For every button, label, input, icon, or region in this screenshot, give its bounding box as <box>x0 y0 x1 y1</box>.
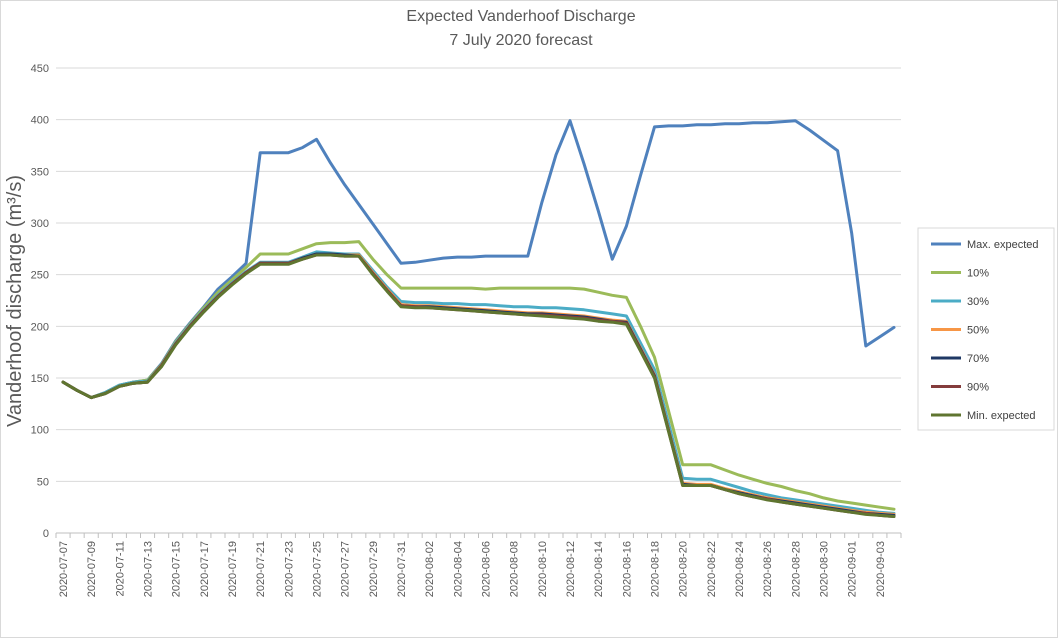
legend-label-5: 90% <box>967 382 989 394</box>
legend-label-0: Max. expected <box>967 239 1039 251</box>
legend-label-1: 10% <box>967 268 989 280</box>
x-tick-label: 2020-08-22 <box>706 541 718 597</box>
x-tick-label: 2020-07-07 <box>58 541 70 597</box>
x-tick-label: 2020-09-03 <box>875 541 887 597</box>
x-tick-label: 2020-07-17 <box>199 541 211 597</box>
x-tick-label: 2020-07-15 <box>171 541 183 597</box>
series-lines <box>61 119 896 518</box>
x-tick-label: 2020-07-13 <box>143 541 155 597</box>
x-tick-label: 2020-07-23 <box>283 541 295 597</box>
series-line-4 <box>61 252 896 517</box>
y-axis-label: Vanderhoof discharge (m³/s) <box>4 175 26 427</box>
y-tick-label: 400 <box>31 115 49 127</box>
x-tick-label: 2020-08-14 <box>593 541 605 597</box>
y-tick-label: 350 <box>31 166 49 178</box>
x-tick-label: 2020-07-11 <box>114 541 126 596</box>
y-tick-label: 200 <box>31 321 49 333</box>
x-tick-label: 2020-07-19 <box>227 541 239 597</box>
y-tick-label: 150 <box>31 373 49 385</box>
y-tick-label: 0 <box>43 528 49 540</box>
x-tick-label: 2020-08-16 <box>621 541 633 597</box>
y-tick-label: 450 <box>31 63 49 75</box>
series-line-3 <box>61 252 896 516</box>
legend-label-2: 30% <box>967 296 989 308</box>
x-tick-label: 2020-08-30 <box>819 541 831 597</box>
x-tick-label: 2020-08-20 <box>678 541 690 597</box>
y-tick-label: 100 <box>31 425 49 437</box>
x-tick-label: 2020-08-02 <box>424 541 436 597</box>
x-tick-label: 2020-08-06 <box>481 541 493 597</box>
chart-title: Expected Vanderhoof Discharge <box>406 8 635 25</box>
x-tick-label: 2020-07-27 <box>340 541 352 597</box>
x-tick-label: 2020-07-21 <box>255 541 267 597</box>
x-tick-label: 2020-08-08 <box>509 541 521 597</box>
y-tick-label: 50 <box>37 476 49 488</box>
legend-label-6: Min. expected <box>967 410 1035 422</box>
x-tick-label: 2020-08-18 <box>650 541 662 597</box>
x-tick-label: 2020-08-04 <box>452 541 464 597</box>
y-tick-label: 300 <box>31 218 49 230</box>
y-axis-ticks: 0 50 100 150 200 250 300 350 400 450 <box>31 63 49 540</box>
x-tick-label: 2020-08-28 <box>790 541 802 597</box>
y-tick-label: 250 <box>31 270 49 282</box>
series-line-5 <box>61 253 896 518</box>
x-tick-label: 2020-08-10 <box>537 541 549 597</box>
x-tick-label: 2020-07-25 <box>312 541 324 597</box>
x-tick-label: 2020-08-12 <box>565 541 577 597</box>
x-tick-label: 2020-07-31 <box>396 541 408 597</box>
gridlines <box>56 67 901 482</box>
x-tick-label: 2020-08-26 <box>762 541 774 597</box>
x-tick-label: 2020-07-09 <box>86 541 98 597</box>
series-line-6 <box>61 253 896 518</box>
series-line-2 <box>61 250 896 515</box>
x-tick-label: 2020-08-24 <box>734 541 746 597</box>
series-line-1 <box>61 240 896 511</box>
series-line-0 <box>61 119 896 400</box>
x-tick-label: 2020-07-29 <box>368 541 380 597</box>
chart-subtitle: 7 July 2020 forecast <box>449 32 593 49</box>
x-tick-label: 2020-09-01 <box>847 541 859 597</box>
x-axis-ticks: 2020-07-07 2020-07-09 2020-07-11 2020-07-13… <box>55 533 902 597</box>
legend-label-4: 70% <box>967 353 989 365</box>
legend: Max. expected 10% 30% 50% 70% 90% Min. expecte… <box>917 227 1055 431</box>
legend-label-3: 50% <box>967 325 989 337</box>
